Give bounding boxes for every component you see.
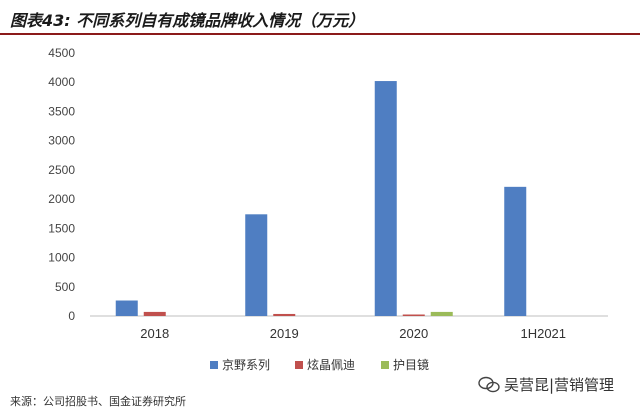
y-tick-label: 1000 <box>48 251 75 265</box>
legend: 京野系列 炫晶佩迪 护目镜 <box>210 357 429 372</box>
y-tick-label: 500 <box>55 280 75 294</box>
legend-label: 京野系列 <box>222 358 270 372</box>
bar-2020-series-3 <box>430 311 453 316</box>
y-tick-label: 2500 <box>48 163 75 177</box>
y-axis: 0 500 1000 1500 2000 2500 3000 3500 4000 4500 <box>48 46 75 323</box>
bar-2020-series-1 <box>374 81 397 316</box>
bars <box>115 81 527 316</box>
legend-swatch <box>295 361 303 369</box>
bar-1h2021-series-1 <box>504 186 527 316</box>
y-tick-label: 1500 <box>48 221 75 235</box>
legend-label: 炫晶佩迪 <box>307 357 355 372</box>
category-label: 1H2021 <box>520 326 566 341</box>
bar-chart: 0 500 1000 1500 2000 2500 3000 3500 4000 4500 201… <box>48 46 608 372</box>
bar-2020-series-2 <box>402 314 425 316</box>
legend-swatch <box>381 361 389 369</box>
y-tick-label: 3000 <box>48 134 75 148</box>
bar-2018-series-2 <box>143 311 166 316</box>
source-note: 来源：公司招股书、国金证券研究所 <box>10 395 186 408</box>
category-label: 2020 <box>399 326 428 341</box>
title-divider <box>0 33 640 35</box>
category-label: 2018 <box>140 326 169 341</box>
bar-2019-series-1 <box>245 214 268 316</box>
category-label: 2019 <box>270 326 299 341</box>
legend-swatch <box>210 361 218 369</box>
y-tick-label: 3500 <box>48 104 75 118</box>
watermark: 吴营昆|营销管理 <box>478 374 614 395</box>
bar-2019-series-2 <box>273 313 296 316</box>
y-tick-label: 0 <box>68 309 75 323</box>
legend-label: 护目镜 <box>393 357 429 372</box>
page-title: 图表43: 不同系列自有成镜品牌收入情况（万元） <box>10 11 365 30</box>
wechat-icon <box>478 376 500 392</box>
bar-2018-series-1 <box>115 300 138 316</box>
x-axis: 2018 2019 2020 1H2021 <box>90 315 608 341</box>
y-tick-label: 4000 <box>48 75 75 89</box>
y-tick-label: 2000 <box>48 192 75 206</box>
y-tick-label: 4500 <box>48 46 75 60</box>
watermark-text: 吴营昆|营销管理 <box>504 376 615 394</box>
